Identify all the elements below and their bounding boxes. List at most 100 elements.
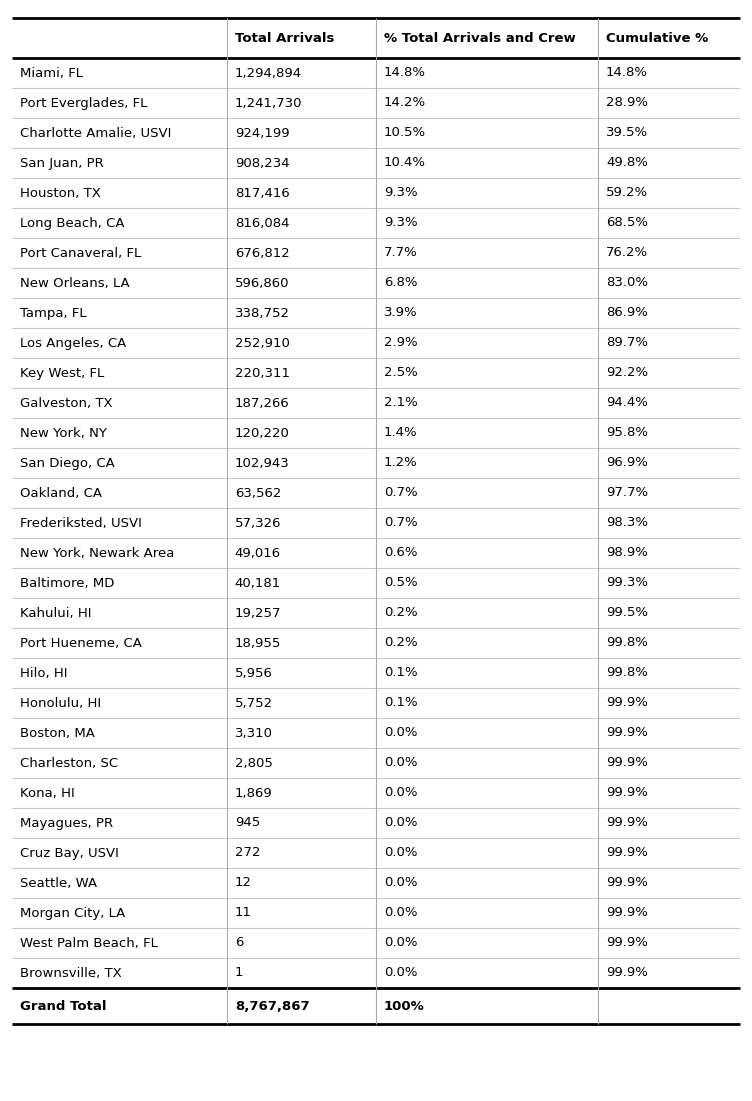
Text: 0.2%: 0.2%: [384, 607, 417, 620]
Bar: [12, 58, 740, 88]
Text: Oakland, CA: Oakland, CA: [20, 487, 102, 500]
Text: 11: 11: [235, 906, 252, 919]
Text: 2.5%: 2.5%: [384, 367, 418, 380]
Text: 99.8%: 99.8%: [606, 636, 648, 650]
Bar: [12, 298, 740, 328]
Bar: [12, 538, 740, 568]
Text: 5,752: 5,752: [235, 697, 273, 709]
Text: Port Everglades, FL: Port Everglades, FL: [20, 97, 147, 109]
Text: 0.1%: 0.1%: [384, 697, 417, 709]
Bar: [12, 418, 740, 448]
Text: 1,869: 1,869: [235, 786, 272, 799]
Text: Boston, MA: Boston, MA: [20, 727, 95, 740]
Text: Brownsville, TX: Brownsville, TX: [20, 967, 122, 980]
Text: 10.4%: 10.4%: [384, 156, 426, 170]
Text: San Diego, CA: San Diego, CA: [20, 457, 115, 469]
Text: 2,805: 2,805: [235, 756, 273, 770]
Text: 0.2%: 0.2%: [384, 636, 417, 650]
Text: Hilo, HI: Hilo, HI: [20, 666, 68, 679]
Text: 3,310: 3,310: [235, 727, 273, 740]
Bar: [12, 88, 740, 118]
Text: 99.9%: 99.9%: [606, 967, 648, 980]
Bar: [12, 988, 740, 1024]
Text: 1,241,730: 1,241,730: [235, 97, 302, 109]
Text: 19,257: 19,257: [235, 607, 281, 620]
Text: 272: 272: [235, 847, 260, 860]
Text: New York, NY: New York, NY: [20, 426, 107, 439]
Text: 98.3%: 98.3%: [606, 516, 648, 530]
Text: 99.9%: 99.9%: [606, 906, 648, 919]
Text: Honolulu, HI: Honolulu, HI: [20, 697, 101, 709]
Text: 99.9%: 99.9%: [606, 817, 648, 829]
Text: 10.5%: 10.5%: [384, 127, 426, 140]
Bar: [12, 358, 740, 388]
Text: 86.9%: 86.9%: [606, 306, 648, 319]
Text: 94.4%: 94.4%: [606, 396, 648, 410]
Text: 99.9%: 99.9%: [606, 876, 648, 890]
Text: 1.2%: 1.2%: [384, 457, 418, 469]
Text: 0.0%: 0.0%: [384, 937, 417, 949]
Text: 0.6%: 0.6%: [384, 546, 417, 559]
Bar: [12, 928, 740, 958]
Text: 14.2%: 14.2%: [384, 97, 426, 109]
Text: 98.9%: 98.9%: [606, 546, 648, 559]
Text: 1: 1: [235, 967, 243, 980]
Text: 120,220: 120,220: [235, 426, 290, 439]
Bar: [12, 18, 740, 58]
Text: 99.5%: 99.5%: [606, 607, 648, 620]
Text: 92.2%: 92.2%: [606, 367, 648, 380]
Text: 1.4%: 1.4%: [384, 426, 417, 439]
Text: 6.8%: 6.8%: [384, 276, 417, 290]
Text: 908,234: 908,234: [235, 156, 290, 170]
Bar: [12, 238, 740, 268]
Text: 99.9%: 99.9%: [606, 847, 648, 860]
Text: 7.7%: 7.7%: [384, 247, 418, 260]
Text: 6: 6: [235, 937, 243, 949]
Text: 945: 945: [235, 817, 260, 829]
Bar: [12, 448, 740, 478]
Text: 9.3%: 9.3%: [384, 186, 417, 199]
Text: 59.2%: 59.2%: [606, 186, 648, 199]
Text: San Juan, PR: San Juan, PR: [20, 156, 104, 170]
Bar: [12, 808, 740, 838]
Text: 220,311: 220,311: [235, 367, 290, 380]
Bar: [12, 598, 740, 628]
Text: 83.0%: 83.0%: [606, 276, 648, 290]
Text: 76.2%: 76.2%: [606, 247, 648, 260]
Text: West Palm Beach, FL: West Palm Beach, FL: [20, 937, 158, 949]
Text: Galveston, TX: Galveston, TX: [20, 396, 113, 410]
Text: 99.8%: 99.8%: [606, 666, 648, 679]
Text: 57,326: 57,326: [235, 516, 281, 530]
Text: 2.1%: 2.1%: [384, 396, 418, 410]
Text: 0.0%: 0.0%: [384, 756, 417, 770]
Text: Kona, HI: Kona, HI: [20, 786, 74, 799]
Bar: [12, 208, 740, 238]
Text: 8,767,867: 8,767,867: [235, 1000, 309, 1013]
Text: Morgan City, LA: Morgan City, LA: [20, 906, 126, 919]
Text: Miami, FL: Miami, FL: [20, 66, 83, 79]
Text: 0.0%: 0.0%: [384, 876, 417, 890]
Bar: [12, 778, 740, 808]
Text: 28.9%: 28.9%: [606, 97, 648, 109]
Text: 18,955: 18,955: [235, 636, 281, 650]
Bar: [12, 568, 740, 598]
Text: 49.8%: 49.8%: [606, 156, 648, 170]
Text: 0.0%: 0.0%: [384, 786, 417, 799]
Text: Los Angeles, CA: Los Angeles, CA: [20, 337, 126, 349]
Bar: [12, 748, 740, 778]
Text: Houston, TX: Houston, TX: [20, 186, 101, 199]
Text: 0.0%: 0.0%: [384, 847, 417, 860]
Text: Tampa, FL: Tampa, FL: [20, 306, 86, 319]
Bar: [12, 658, 740, 688]
Text: 9.3%: 9.3%: [384, 217, 417, 229]
Text: 102,943: 102,943: [235, 457, 290, 469]
Text: 97.7%: 97.7%: [606, 487, 648, 500]
Text: 14.8%: 14.8%: [606, 66, 648, 79]
Text: New Orleans, LA: New Orleans, LA: [20, 276, 129, 290]
Text: 89.7%: 89.7%: [606, 337, 648, 349]
Text: Port Canaveral, FL: Port Canaveral, FL: [20, 247, 141, 260]
Text: 924,199: 924,199: [235, 127, 290, 140]
Bar: [12, 268, 740, 298]
Text: 0.0%: 0.0%: [384, 727, 417, 740]
Bar: [12, 898, 740, 928]
